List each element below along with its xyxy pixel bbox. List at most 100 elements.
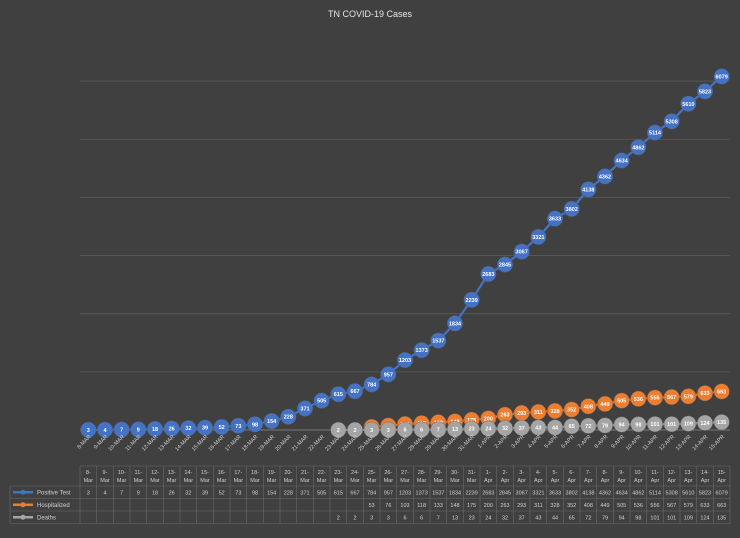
x-tick-label: 14-APR xyxy=(692,434,710,452)
table-header: Mar xyxy=(200,478,210,484)
data-point xyxy=(430,332,447,349)
table-header: Mar xyxy=(317,478,327,484)
data-point xyxy=(363,421,380,438)
data-label: 667 xyxy=(350,389,359,395)
data-table: 8- Mar 9- Mar 10- Mar 11- Mar 12- Mar 13- Mar 14- Mar… xyxy=(9,465,731,524)
table-cell: 103 xyxy=(400,503,409,509)
data-point xyxy=(580,398,597,415)
table-cell: 53 xyxy=(369,503,375,509)
data-label: 328 xyxy=(550,409,559,415)
table-header: Apr xyxy=(584,478,593,484)
table-header: 4- xyxy=(536,470,541,476)
data-label: 72 xyxy=(585,424,591,430)
data-point xyxy=(330,386,347,403)
x-tick-label: 12-MAR xyxy=(141,434,160,453)
data-point xyxy=(647,124,664,141)
table-header: Mar xyxy=(217,478,227,484)
x-tick-label: 15-MAR xyxy=(191,434,210,453)
table-header: 28- xyxy=(418,470,426,476)
data-label: 6 xyxy=(403,428,406,434)
data-point xyxy=(630,139,647,156)
data-label: 101 xyxy=(650,422,659,428)
data-label: 5823 xyxy=(699,89,711,95)
data-label: 3 xyxy=(370,428,373,434)
table-header: 23- xyxy=(334,470,342,476)
table-cell: 135 xyxy=(717,515,726,521)
table-cell: 784 xyxy=(367,490,376,496)
x-tick-label: 21-MAR xyxy=(291,434,310,453)
data-point xyxy=(563,200,580,217)
x-tick-label: 28-MAR xyxy=(408,434,427,453)
table-cell: 73 xyxy=(235,490,241,496)
data-point xyxy=(497,256,514,273)
data-label: 4 xyxy=(103,428,107,434)
data-point xyxy=(497,420,514,437)
legend-label: Positive Test xyxy=(37,490,71,496)
x-tick-label: 15-APR xyxy=(708,434,726,452)
data-point xyxy=(680,95,697,112)
table-header: 9- xyxy=(103,470,108,476)
x-tick-label: 5-APR xyxy=(544,434,560,450)
table-header: Mar xyxy=(334,478,344,484)
x-tick-label: 10-MAR xyxy=(108,434,127,453)
legend-marker xyxy=(20,489,26,495)
table-cell: 65 xyxy=(569,515,575,521)
data-label: 505 xyxy=(617,399,626,405)
series-layer: 3 4 7 9 18 26 32 39 52 73 981542283715056156677849… xyxy=(80,68,730,438)
data-point xyxy=(713,414,730,431)
data-label: 4634 xyxy=(616,159,629,165)
data-point xyxy=(630,416,647,433)
data-label: 1537 xyxy=(432,339,444,345)
table-header: 16- xyxy=(218,470,226,476)
table-header: Mar xyxy=(417,478,427,484)
data-label: 579 xyxy=(684,394,693,400)
table-header: 11- xyxy=(135,470,143,476)
data-point xyxy=(430,421,447,438)
table-header: 15- xyxy=(201,470,209,476)
table-cell: 154 xyxy=(267,490,276,496)
data-point xyxy=(580,417,597,434)
table-cell: 4 xyxy=(103,490,106,496)
legend-marker xyxy=(20,502,26,508)
data-label: 23 xyxy=(469,427,475,433)
data-point xyxy=(613,392,630,409)
table-cell: 118 xyxy=(417,503,426,509)
table-cell: 4634 xyxy=(616,490,628,496)
data-point xyxy=(697,414,714,431)
data-point xyxy=(563,401,580,418)
table-header: Apr xyxy=(501,478,510,484)
x-tick-label: 18-MAR xyxy=(241,434,260,453)
table-header: 27- xyxy=(401,470,409,476)
data-label: 408 xyxy=(584,404,593,410)
table-cell: 352 xyxy=(567,503,576,509)
data-label: 4362 xyxy=(599,174,611,180)
data-label: 4862 xyxy=(632,145,644,151)
data-point xyxy=(263,413,280,430)
data-label: 3 xyxy=(87,428,90,434)
table-cell: 37 xyxy=(519,515,525,521)
table-header: 29- xyxy=(434,470,442,476)
data-label: 2683 xyxy=(482,272,494,278)
data-point xyxy=(363,376,380,393)
data-label: 52 xyxy=(219,425,225,431)
table-header: Apr xyxy=(717,478,726,484)
table-header: Apr xyxy=(651,478,660,484)
data-label: 352 xyxy=(567,408,576,414)
x-tick-label: 4-APR xyxy=(527,434,543,450)
data-point xyxy=(563,418,580,435)
data-label: 65 xyxy=(569,424,575,430)
x-tick-label: 17-MAR xyxy=(224,434,243,453)
table-cell: 311 xyxy=(534,503,543,509)
data-point xyxy=(597,417,614,434)
table-header: 13- xyxy=(168,470,176,476)
data-label: 44 xyxy=(552,425,559,431)
data-label: 784 xyxy=(367,382,377,388)
table-header: Apr xyxy=(701,478,710,484)
x-tick-label: 23-MAR xyxy=(324,434,343,453)
data-label: 32 xyxy=(502,426,508,432)
data-label: 135 xyxy=(717,420,726,426)
x-tick-label: 6-APR xyxy=(560,434,576,450)
data-label: 154 xyxy=(267,419,277,425)
table-cell: 3067 xyxy=(516,490,528,496)
table-cell: 4362 xyxy=(599,490,611,496)
